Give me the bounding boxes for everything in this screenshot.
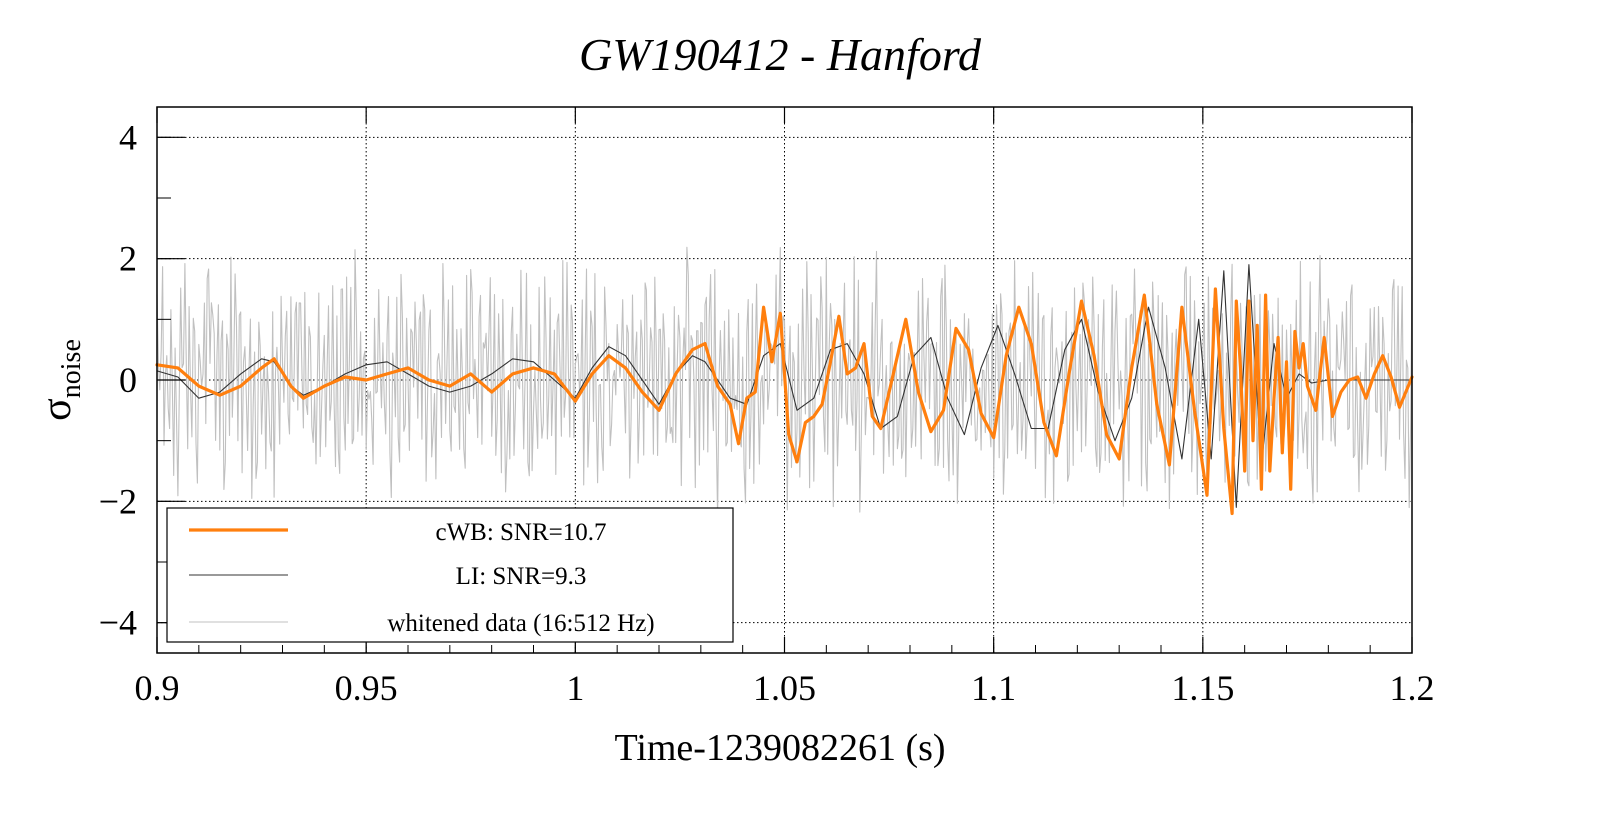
legend: cWB: SNR=10.7 LI: SNR=9.3 whitened data … — [166, 507, 734, 643]
series-layer — [155, 246, 1414, 519]
y-tick-label: −4 — [99, 603, 137, 643]
x-tick-label: 0.95 — [335, 668, 398, 708]
legend-label-whitened: whitened data (16:512 Hz) — [387, 610, 654, 637]
x-tick-label: 1.1 — [971, 668, 1016, 708]
chart-title: GW190412 - Hanford — [579, 29, 982, 80]
x-tick-label: 1.2 — [1390, 668, 1435, 708]
x-tick-label: 1 — [566, 668, 584, 708]
y-tick-label: 4 — [119, 117, 137, 157]
y-axis-label: σnoise — [34, 339, 87, 421]
series-line-2 — [156, 246, 1413, 519]
svg-text:σnoise: σnoise — [34, 339, 87, 421]
legend-label-li: LI: SNR=9.3 — [456, 563, 587, 590]
y-axis-label-main: σ — [34, 398, 80, 421]
y-tick-label: 2 — [119, 239, 137, 279]
x-tick-label: 1.05 — [753, 668, 816, 708]
series-line-0 — [155, 287, 1414, 516]
y-axis-label-subscript: noise — [56, 339, 87, 398]
x-tick-label: 0.9 — [135, 668, 180, 708]
y-tick-label: −2 — [99, 481, 137, 521]
series-line-1 — [156, 264, 1413, 508]
x-tick-label: 1.15 — [1171, 668, 1234, 708]
y-tick-label: 0 — [119, 360, 137, 400]
x-axis-label: Time-1239082261 (s) — [614, 727, 945, 769]
legend-label-cwb: cWB: SNR=10.7 — [435, 519, 606, 546]
tick-labels: 0.9 0.95 1 1.05 1.1 1.15 1.2 −4 −2 0 2 4 — [99, 117, 1435, 708]
